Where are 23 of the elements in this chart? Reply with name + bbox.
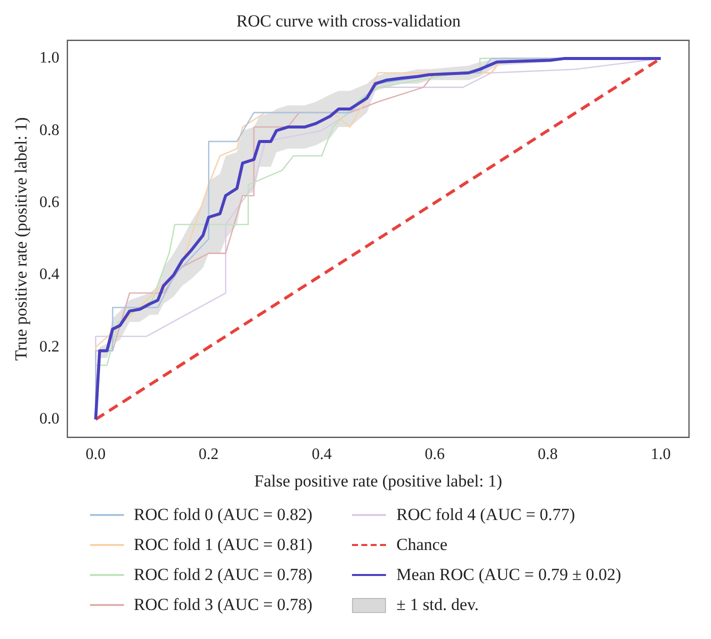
x-tick-label: 0.2 <box>198 446 219 464</box>
legend-label: ROC fold 2 (AUC = 0.78) <box>134 565 312 585</box>
y-tick-label: 0.8 <box>39 122 60 139</box>
legend-label: Mean ROC (AUC = 0.79 ± 0.02) <box>396 565 622 585</box>
y-axis-title: True positive rate (positive label: 1) <box>12 117 31 361</box>
legend-label: ROC fold 3 (AUC = 0.78) <box>134 595 312 615</box>
y-tick-label: 0.6 <box>39 194 60 212</box>
text: ± 1 std. dev. <box>396 595 479 615</box>
x-tick-label: 0.4 <box>312 446 332 464</box>
y-tick-label: 0.0 <box>39 410 60 428</box>
legend-label: Chance <box>396 535 448 555</box>
y-tick-label: 0.4 <box>39 266 60 284</box>
legend-label: ROC fold 1 (AUC = 0.81) <box>134 535 312 555</box>
chart-title: ROC curve with cross-validation <box>236 12 462 31</box>
x-tick-label: 0.8 <box>538 446 558 464</box>
x-axis-title: False positive rate (positive label: 1) <box>254 471 502 490</box>
y-tick-label: 0.2 <box>39 338 60 356</box>
x-tick-label: 1.0 <box>650 446 671 464</box>
x-tick-label: 0.0 <box>86 446 106 464</box>
legend-label: ROC fold 4 (AUC = 0.77) <box>396 505 576 525</box>
legend-label: ROC fold 0 (AUC = 0.82) <box>134 505 312 525</box>
x-tick-label: 0.6 <box>424 446 445 464</box>
y-tick-label: 1.0 <box>39 50 60 67</box>
